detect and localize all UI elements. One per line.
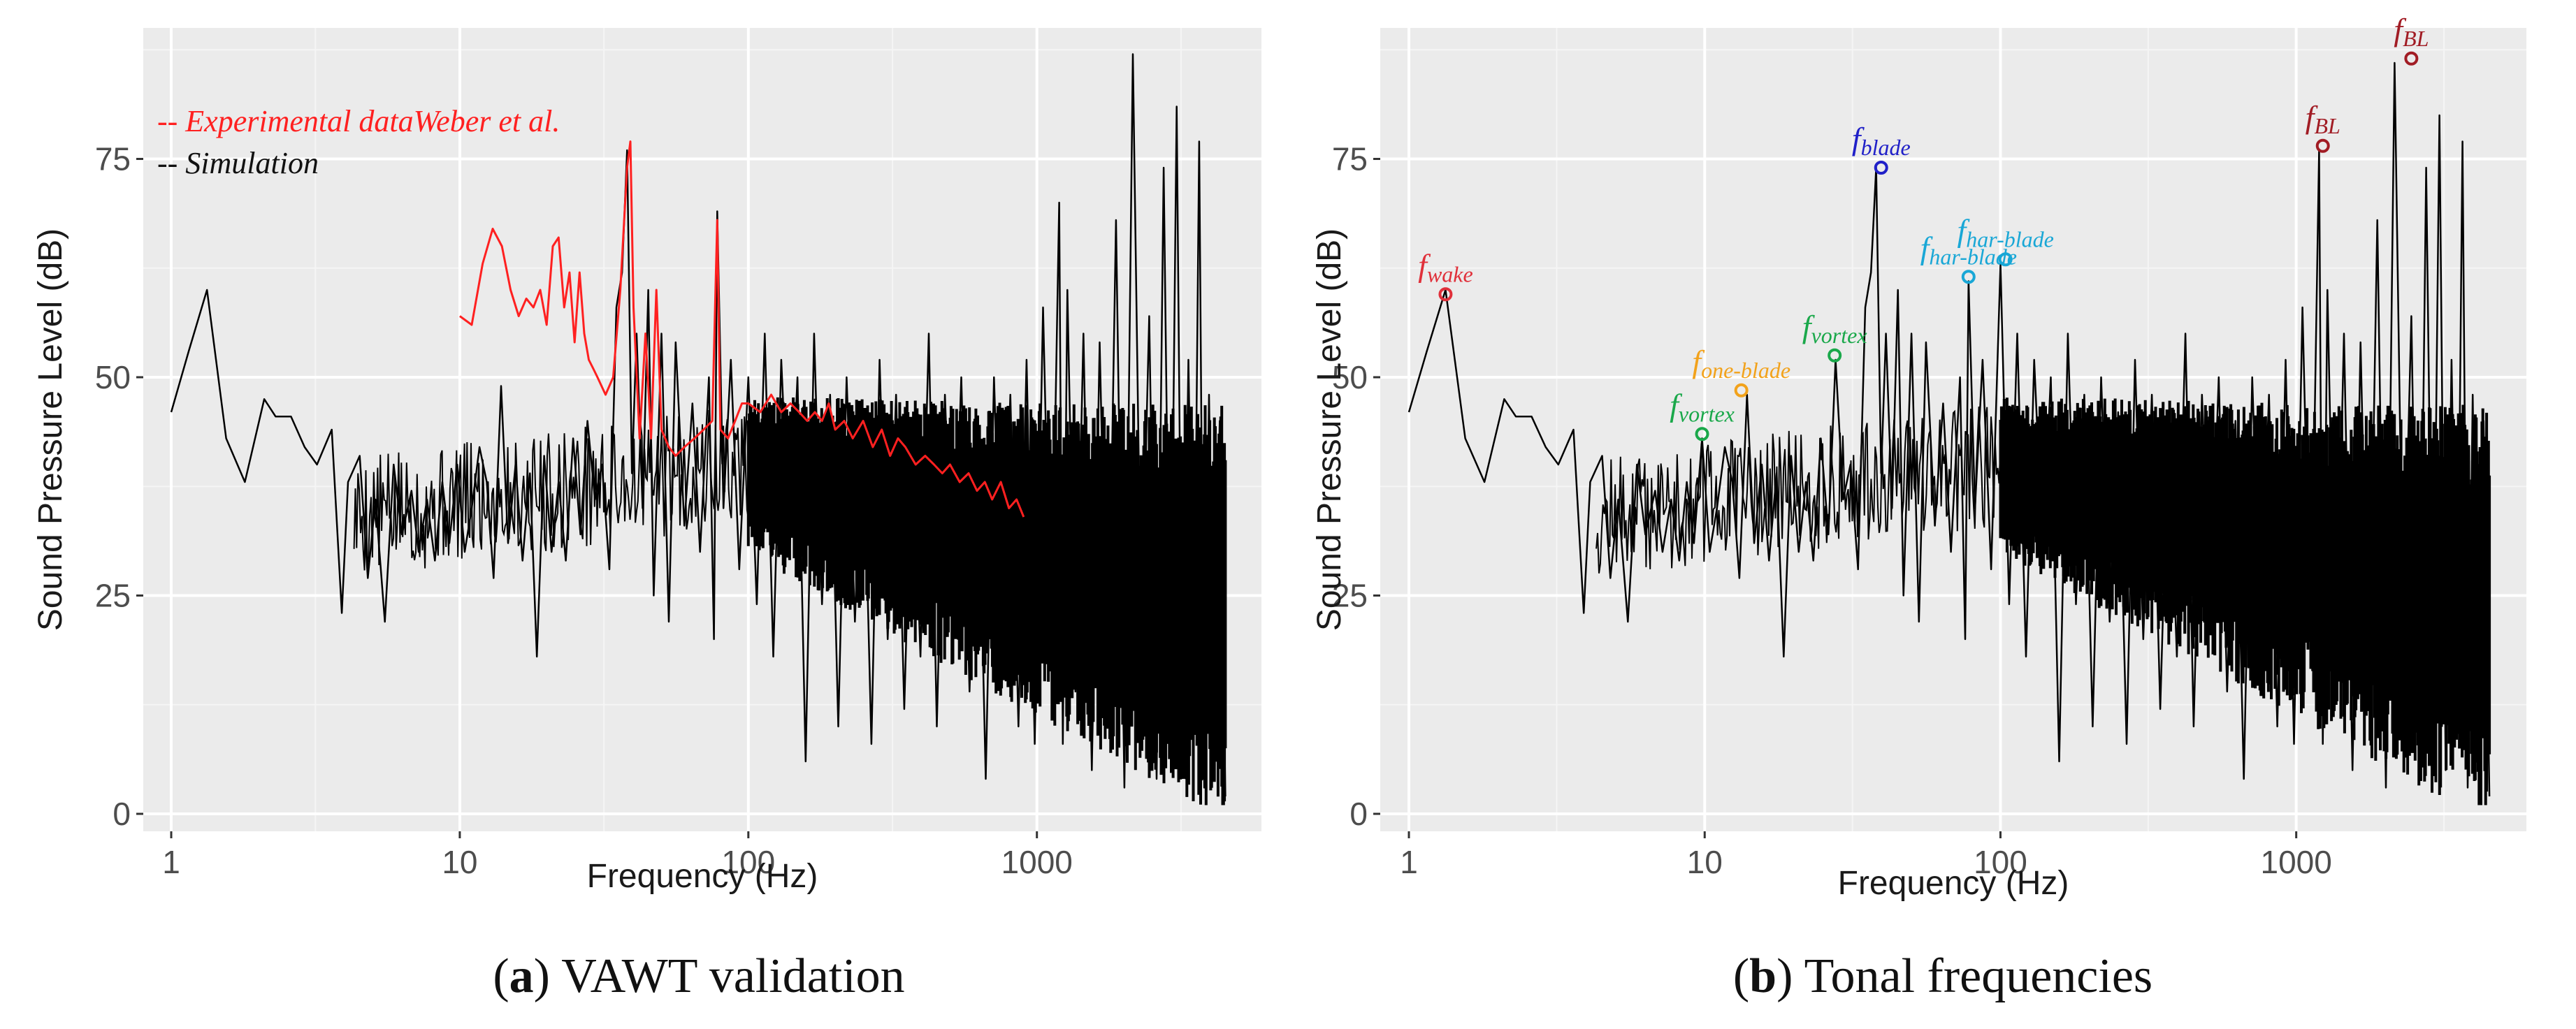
panel-b-ticks: 0 25 50 75 1 10 100 1000 <box>1332 141 2332 881</box>
y-tick-label: 25 <box>1332 578 1368 614</box>
annotation-marker <box>1438 287 1453 302</box>
annotation-marker <box>1961 270 1976 284</box>
annotation-marker <box>2404 51 2419 66</box>
y-tick-label: 75 <box>1332 141 1368 177</box>
x-tick-label: 10 <box>1687 844 1723 880</box>
series-line-experimental <box>459 140 1025 518</box>
panel-b-series <box>1408 61 2491 797</box>
y-tick-label: 75 <box>95 141 131 177</box>
series-line-simulation <box>1408 61 2491 797</box>
annotation-subscript: BL <box>2314 113 2340 138</box>
y-tick-label: 25 <box>95 578 131 614</box>
annotation-label: fvortex <box>1670 387 1735 426</box>
annotation-marker <box>2315 138 2330 153</box>
annotation-label: fhar-blade <box>1957 212 2053 251</box>
panel-a-caption-letter: a <box>509 949 534 1003</box>
annotation-subscript: vortex <box>1679 401 1735 426</box>
x-tick-label: 10 <box>442 844 477 880</box>
panel-a-y-axis-title: Sound Pressure Level (dB) <box>32 228 69 631</box>
annotation-subscript: har-blade <box>1966 226 2054 251</box>
x-tick-label: 1 <box>1400 844 1418 880</box>
panel-b-x-axis-title: Frequency (Hz) <box>1838 865 2069 902</box>
annotation-marker <box>1828 348 1842 363</box>
panel-a-x-axis-title: Frequency (Hz) <box>587 858 818 895</box>
annotation-marker <box>1695 427 1709 441</box>
panel-b-annotations: fwakefvortexfone-bladefvortexfbladefhar-… <box>1418 12 2429 441</box>
annotation-subscript: blade <box>1861 135 1911 160</box>
y-tick-label: 50 <box>95 359 131 395</box>
y-tick-label: 0 <box>1349 796 1368 832</box>
x-tick-label: 1 <box>162 844 180 880</box>
annotation-subscript: one-blade <box>1701 358 1790 383</box>
legend-entry-simulation: -- Simulation <box>157 146 319 180</box>
annotation-subscript: vortex <box>1811 323 1867 348</box>
annotation-label: fBL <box>2394 12 2429 51</box>
panel-a-series <box>170 53 1227 797</box>
x-tick-label: 1000 <box>2260 844 2331 880</box>
panel-b-caption: (b) Tonal frequencies <box>1733 949 2152 1003</box>
series-line-simulation <box>170 53 1227 797</box>
x-tick-label: 1000 <box>1001 844 1073 880</box>
panel-a-caption-text: VAWT validation <box>561 949 904 1003</box>
legend-entry-experimental: -- Experimental dataWeber et al. <box>157 104 560 138</box>
annotation-subscript: BL <box>2403 26 2429 51</box>
panel-a-legend: -- Experimental dataWeber et al. -- Simu… <box>157 104 560 180</box>
annotation-marker <box>1734 383 1749 397</box>
panel-a-caption: (a) VAWT validation <box>493 949 904 1003</box>
panel-a-ticks: 0 25 50 75 1 10 100 1000 <box>95 141 1073 881</box>
y-tick-label: 0 <box>113 796 131 832</box>
panel-b-caption-letter: b <box>1749 949 1777 1003</box>
annotation-subscript: wake <box>1427 261 1473 286</box>
annotation-marker <box>1874 161 1888 175</box>
annotation-marker <box>1998 252 2013 267</box>
panel-a: 0 25 50 75 1 10 100 1000 -- Experimental dataWe… <box>32 28 1261 1003</box>
y-tick-label: 50 <box>1332 359 1368 395</box>
x-tick-label: 100 <box>721 844 775 880</box>
panel-b-y-axis-title: Sound Pressure Level (dB) <box>1311 228 1348 631</box>
x-tick-label: 100 <box>1974 844 2027 880</box>
panel-b-caption-text: Tonal frequencies <box>1804 949 2152 1003</box>
